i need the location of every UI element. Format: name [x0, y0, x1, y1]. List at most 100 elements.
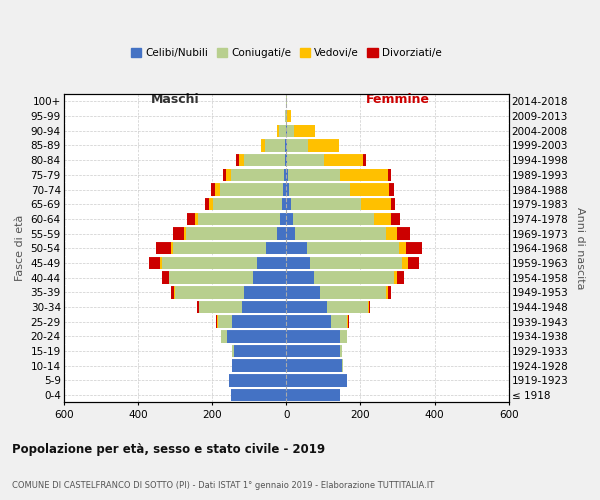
Bar	[257, 256, 286, 269]
Bar	[232, 316, 286, 328]
Bar	[239, 154, 244, 166]
Bar	[244, 286, 286, 298]
Bar	[286, 272, 314, 284]
Bar	[236, 154, 239, 166]
Bar	[149, 256, 160, 269]
Bar	[173, 242, 266, 254]
Bar	[340, 168, 388, 181]
Bar	[307, 242, 398, 254]
Bar	[286, 316, 331, 328]
Y-axis label: Anni di nascita: Anni di nascita	[575, 207, 585, 290]
Bar	[286, 360, 342, 372]
Bar	[286, 124, 287, 137]
Bar	[286, 389, 340, 402]
Bar	[295, 228, 386, 240]
Bar	[287, 139, 308, 151]
Bar	[162, 256, 257, 269]
Bar	[374, 212, 391, 225]
Bar	[287, 124, 295, 137]
Bar	[397, 272, 404, 284]
Bar	[215, 184, 220, 196]
Bar	[279, 124, 286, 137]
Bar	[391, 212, 400, 225]
Bar	[227, 330, 286, 342]
Bar	[295, 124, 315, 137]
Bar	[406, 242, 422, 254]
Text: Femmine: Femmine	[365, 92, 430, 106]
Bar	[216, 316, 217, 328]
Bar	[265, 139, 286, 151]
Bar	[286, 184, 289, 196]
Bar	[280, 212, 286, 225]
Bar	[286, 256, 310, 269]
Bar	[286, 286, 320, 298]
Bar	[348, 316, 349, 328]
Bar	[229, 374, 286, 386]
Bar	[266, 242, 286, 254]
Bar	[320, 286, 386, 298]
Bar	[186, 228, 277, 240]
Bar	[386, 228, 397, 240]
Bar	[174, 286, 175, 298]
Bar	[364, 154, 367, 166]
Bar	[287, 110, 291, 122]
Text: Popolazione per età, sesso e stato civile - 2019: Popolazione per età, sesso e stato civil…	[12, 442, 325, 456]
Bar	[286, 330, 340, 342]
Bar	[408, 256, 419, 269]
Bar	[403, 256, 408, 269]
Bar	[314, 272, 394, 284]
Bar	[286, 212, 293, 225]
Bar	[368, 300, 370, 313]
Bar	[293, 212, 374, 225]
Bar	[342, 360, 343, 372]
Bar	[288, 168, 340, 181]
Bar	[308, 139, 339, 151]
Bar	[187, 212, 195, 225]
Bar	[232, 360, 286, 372]
Bar	[171, 286, 174, 298]
Bar	[286, 110, 287, 122]
Bar	[389, 184, 394, 196]
Bar	[230, 168, 284, 181]
Bar	[173, 228, 184, 240]
Bar	[221, 330, 227, 342]
Bar	[160, 256, 162, 269]
Bar	[232, 344, 234, 357]
Bar	[171, 242, 173, 254]
Bar	[199, 300, 242, 313]
Bar	[198, 212, 280, 225]
Bar	[286, 300, 327, 313]
Bar	[282, 198, 286, 210]
Text: COMUNE DI CASTELFRANCO DI SOTTO (PI) - Dati ISTAT 1° gennaio 2019 - Elaborazione: COMUNE DI CASTELFRANCO DI SOTTO (PI) - D…	[12, 480, 434, 490]
Bar	[218, 316, 232, 328]
Bar	[286, 344, 340, 357]
Bar	[162, 272, 169, 284]
Bar	[350, 184, 389, 196]
Bar	[327, 300, 368, 313]
Bar	[361, 198, 391, 210]
Bar	[286, 374, 347, 386]
Bar	[388, 286, 391, 298]
Bar	[211, 184, 215, 196]
Bar	[197, 300, 199, 313]
Bar	[340, 330, 347, 342]
Bar	[286, 139, 287, 151]
Bar	[386, 286, 388, 298]
Bar	[290, 198, 361, 210]
Bar	[287, 154, 325, 166]
Bar	[175, 286, 244, 298]
Bar	[284, 168, 286, 181]
Bar	[234, 344, 286, 357]
Bar	[217, 316, 218, 328]
Bar	[397, 228, 410, 240]
Bar	[209, 198, 213, 210]
Bar	[220, 184, 283, 196]
Bar	[213, 198, 282, 210]
Bar	[325, 154, 364, 166]
Bar	[347, 316, 348, 328]
Bar	[286, 198, 290, 210]
Bar	[310, 256, 403, 269]
Bar	[169, 272, 253, 284]
Bar	[391, 198, 395, 210]
Bar	[253, 272, 286, 284]
